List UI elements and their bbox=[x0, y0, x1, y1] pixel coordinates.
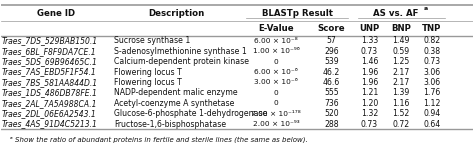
Text: 520: 520 bbox=[324, 109, 339, 118]
Text: Traes_7AS_EBD5F1F54.1: Traes_7AS_EBD5F1F54.1 bbox=[2, 68, 97, 77]
Text: Traes_2DL_06E6A2543.1: Traes_2DL_06E6A2543.1 bbox=[2, 109, 97, 118]
Text: Score: Score bbox=[318, 24, 346, 33]
Text: 0.38: 0.38 bbox=[423, 47, 440, 56]
Text: 1.00 × 10⁻⁹⁶: 1.00 × 10⁻⁹⁶ bbox=[253, 48, 300, 54]
Text: 555: 555 bbox=[324, 88, 339, 97]
Text: 288: 288 bbox=[324, 120, 339, 129]
Text: a: a bbox=[424, 6, 428, 11]
Text: 6.00 × 10⁻⁶: 6.00 × 10⁻⁶ bbox=[254, 69, 298, 75]
Text: 0.73: 0.73 bbox=[361, 47, 378, 56]
Text: Acetyl-coenzyme A synthetase: Acetyl-coenzyme A synthetase bbox=[114, 99, 235, 108]
Text: Fructose-1,6-bisphosphatase: Fructose-1,6-bisphosphatase bbox=[114, 120, 226, 129]
Text: 1.49: 1.49 bbox=[392, 36, 410, 45]
Text: 1.16: 1.16 bbox=[392, 99, 410, 108]
Text: 1.20: 1.20 bbox=[361, 99, 378, 108]
Text: 1.76: 1.76 bbox=[423, 88, 440, 97]
Text: 6.00 × 10⁻⁸: 6.00 × 10⁻⁸ bbox=[254, 38, 298, 44]
Text: 46.6: 46.6 bbox=[323, 78, 340, 87]
Text: TNP: TNP bbox=[422, 24, 442, 33]
Text: 0.82: 0.82 bbox=[423, 36, 440, 45]
Text: Traes_6BL_F8F9DA7CE.1: Traes_6BL_F8F9DA7CE.1 bbox=[2, 47, 97, 56]
Text: 2.17: 2.17 bbox=[392, 78, 410, 87]
Text: 3.00 × 10⁻⁶: 3.00 × 10⁻⁶ bbox=[254, 79, 298, 86]
Text: Sucrose synthase 1: Sucrose synthase 1 bbox=[114, 36, 191, 45]
Text: 7.00 × 10⁻¹⁷⁸: 7.00 × 10⁻¹⁷⁸ bbox=[251, 111, 301, 117]
Text: 1.32: 1.32 bbox=[361, 109, 378, 118]
Text: 539: 539 bbox=[324, 57, 339, 66]
Text: 0.72: 0.72 bbox=[392, 120, 410, 129]
Text: 2.17: 2.17 bbox=[392, 68, 410, 77]
Text: 1.96: 1.96 bbox=[361, 78, 378, 87]
Text: Traes_1DS_486DB78FE.1: Traes_1DS_486DB78FE.1 bbox=[2, 88, 98, 97]
Text: 736: 736 bbox=[324, 99, 339, 108]
Text: 0.73: 0.73 bbox=[361, 120, 378, 129]
Text: 1.33: 1.33 bbox=[361, 36, 378, 45]
Text: 3.06: 3.06 bbox=[423, 68, 440, 77]
Text: E-Value: E-Value bbox=[258, 24, 294, 33]
Text: 0: 0 bbox=[273, 90, 278, 96]
Text: 0: 0 bbox=[273, 100, 278, 106]
Text: 57: 57 bbox=[327, 36, 337, 45]
Text: 0.64: 0.64 bbox=[423, 120, 440, 129]
Text: 1.25: 1.25 bbox=[392, 57, 410, 66]
Text: 0.73: 0.73 bbox=[423, 57, 440, 66]
Text: Flowering locus T: Flowering locus T bbox=[114, 78, 182, 87]
Text: AS vs. AF: AS vs. AF bbox=[373, 9, 418, 18]
Text: 46.2: 46.2 bbox=[323, 68, 340, 77]
Text: S-adenosylmethionine synthase 1: S-adenosylmethionine synthase 1 bbox=[114, 47, 247, 56]
Text: UNP: UNP bbox=[359, 24, 380, 33]
Text: Traes_5DS_69B96465C.1: Traes_5DS_69B96465C.1 bbox=[2, 57, 98, 66]
Text: 0.59: 0.59 bbox=[392, 47, 410, 56]
Text: 0: 0 bbox=[273, 59, 278, 65]
Text: Traes_4AS_91D4C5213.1: Traes_4AS_91D4C5213.1 bbox=[2, 120, 98, 129]
Text: NADP-dependent malic enzyme: NADP-dependent malic enzyme bbox=[114, 88, 238, 97]
Text: Traes_7BS_581AA844D.1: Traes_7BS_581AA844D.1 bbox=[2, 78, 98, 87]
Text: 296: 296 bbox=[324, 47, 339, 56]
Text: 2.00 × 10⁻⁹³: 2.00 × 10⁻⁹³ bbox=[253, 121, 300, 127]
Text: 1.39: 1.39 bbox=[392, 88, 410, 97]
Text: 1.52: 1.52 bbox=[392, 109, 410, 118]
Text: Glucose-6-phosphate 1-dehydrogenase: Glucose-6-phosphate 1-dehydrogenase bbox=[114, 109, 267, 118]
Text: 1.46: 1.46 bbox=[361, 57, 378, 66]
Text: Traes_7DS_529BAB150.1: Traes_7DS_529BAB150.1 bbox=[2, 36, 98, 45]
Text: Description: Description bbox=[149, 9, 205, 18]
Text: Calcium-dependent protein kinase: Calcium-dependent protein kinase bbox=[114, 57, 249, 66]
Text: 1.12: 1.12 bbox=[423, 99, 441, 108]
Text: Flowering locus T: Flowering locus T bbox=[114, 68, 182, 77]
Text: BNP: BNP bbox=[392, 24, 411, 33]
Text: 3.06: 3.06 bbox=[423, 78, 440, 87]
Text: ᵃ Show the ratio of abundant proteins in fertile and sterile lines (the same as : ᵃ Show the ratio of abundant proteins in… bbox=[10, 137, 308, 143]
Text: BLASTp Result: BLASTp Result bbox=[262, 9, 333, 18]
Text: 0.94: 0.94 bbox=[423, 109, 440, 118]
Text: 1.96: 1.96 bbox=[361, 68, 378, 77]
Text: 1.21: 1.21 bbox=[361, 88, 378, 97]
Text: Gene ID: Gene ID bbox=[37, 9, 75, 18]
Text: Traes_2AL_7A5A988CA.1: Traes_2AL_7A5A988CA.1 bbox=[2, 99, 98, 108]
